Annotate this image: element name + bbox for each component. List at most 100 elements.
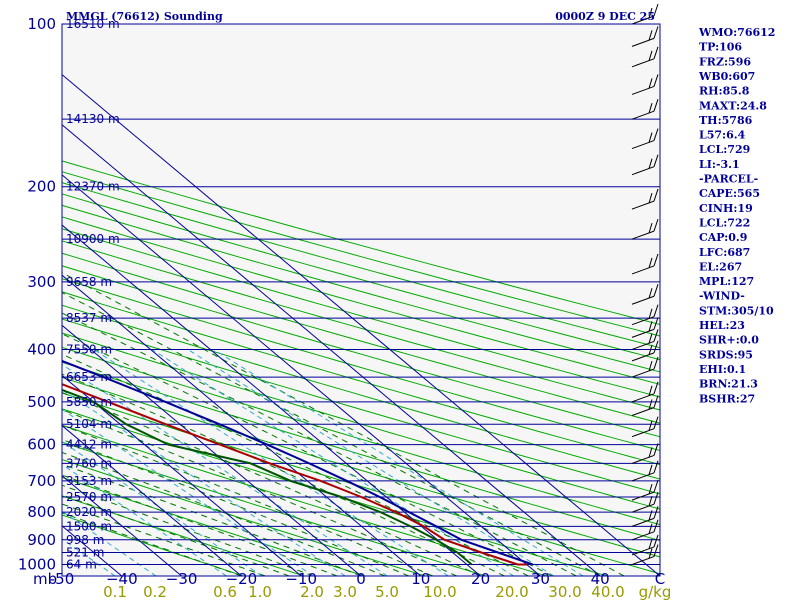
moist-adiabat-line <box>62 512 242 576</box>
plot-area <box>62 24 660 576</box>
pressure-label: 700 <box>27 472 56 490</box>
moist-adiabat-line <box>62 292 601 576</box>
pressure-label: 300 <box>27 273 56 291</box>
height-label: 5104 m <box>66 417 112 431</box>
pressure-label: 500 <box>27 393 56 411</box>
wind-barb-flag <box>648 344 653 356</box>
chart-time: 0000Z 9 DEC 25 <box>555 10 655 23</box>
wind-barb <box>631 74 659 95</box>
wind-barb <box>631 492 659 513</box>
wind-barb-staff <box>631 295 655 305</box>
wind-barb-flag <box>653 479 659 493</box>
wind-barb <box>631 460 659 482</box>
index-line: -WIND- <box>699 290 745 303</box>
wind-barb-flag <box>653 443 659 456</box>
temperature-tick-label: 30 <box>531 570 550 588</box>
wind-barb-flag <box>653 329 659 342</box>
index-line: SRDS:95 <box>699 348 753 361</box>
wind-barb-staff <box>631 393 655 403</box>
height-label: 9658 m <box>66 275 112 289</box>
temperature-tick-labels: -50 −40 −30 −20 −10 0 10 20 30 40 C <box>50 570 665 588</box>
wind-barb-staff <box>631 166 655 176</box>
dry-adiabat-line <box>62 160 660 325</box>
wind-barb-staff <box>631 407 655 416</box>
pressure-label: 400 <box>27 340 56 358</box>
temperature-tick-label: −10 <box>285 570 317 588</box>
wind-barb-flag <box>648 548 653 559</box>
height-label: 521 m <box>66 546 104 560</box>
wind-barb-staff <box>631 328 655 338</box>
mixing-ratio-line <box>213 348 584 576</box>
index-line: LCL:729 <box>699 143 750 156</box>
wind-barb-flag <box>653 395 659 408</box>
wind-barb <box>631 395 659 416</box>
mixing-ratio-line <box>93 348 449 576</box>
wind-barb-staff <box>631 110 655 120</box>
mixing-ratio-line <box>62 510 157 576</box>
y-axis-unit: mb <box>33 570 57 588</box>
isotherms <box>62 73 660 576</box>
dry-adiabat-line <box>62 204 660 373</box>
wind-barb <box>631 416 659 438</box>
wind-barb-flag <box>648 447 653 458</box>
wind-barb-flag <box>653 154 659 167</box>
dry-adiabat-line <box>62 332 660 510</box>
height-label: 3760 m <box>66 456 112 470</box>
wind-barb-flag <box>648 7 653 19</box>
wind-barb-flag <box>648 523 653 534</box>
index-line: TH:5786 <box>699 114 753 127</box>
plot-frame <box>61 23 661 577</box>
wind-barb-staff <box>631 352 655 362</box>
dry-adiabat-line <box>62 514 244 576</box>
wind-barb-flag <box>653 284 659 297</box>
moist-adiabat-line <box>62 494 290 576</box>
wind-barb-staff <box>631 58 655 68</box>
wind-barb <box>631 506 659 527</box>
height-label: 12370 m <box>66 180 120 194</box>
moist-adiabat-line <box>62 439 409 576</box>
wind-barb-staff <box>631 316 655 326</box>
temperature-tick-label: 40 <box>591 570 610 588</box>
wind-barb-staff <box>631 340 655 350</box>
index-line: -PARCEL- <box>699 173 758 186</box>
wind-barb-flag <box>648 103 653 114</box>
index-line: STM:305/10 <box>699 304 774 317</box>
wind-barb <box>631 128 659 150</box>
moist-adiabat-line <box>62 272 625 576</box>
index-line: FRZ:596 <box>699 55 751 68</box>
wind-barb-flag <box>648 333 653 344</box>
wind-barb-staff <box>631 556 655 566</box>
pressure-label: 100 <box>27 15 56 33</box>
wind-barb-flag <box>653 492 659 505</box>
dry-adiabat-line <box>62 182 660 349</box>
index-line: CAP:0.9 <box>699 231 747 244</box>
wind-barb <box>631 443 659 464</box>
temperature-tick-label: 20 <box>471 570 490 588</box>
dry-adiabat-line <box>62 318 660 495</box>
moist-adiabat-line <box>62 392 481 576</box>
dry-adiabat-line <box>62 495 305 576</box>
wind-barb-flag <box>653 128 659 141</box>
isotherm-line <box>62 224 481 576</box>
wind-barb-staff <box>631 503 655 513</box>
wind-barb-staff <box>631 428 655 438</box>
temperature-tick-label: −40 <box>106 570 138 588</box>
wind-barbs <box>631 3 659 566</box>
height-label: 1500 m <box>66 519 112 533</box>
pressure-label: 900 <box>27 531 56 549</box>
mixing-ratio-label: 0.1 <box>103 583 127 600</box>
mixing-ratio-labels: 0.1 0.2 0.6 1.0 2.0 3.0 5.0 10.0 20.0 30.0 40.0 g/k… <box>103 583 671 600</box>
height-label: 5850 m <box>66 395 112 409</box>
wind-barb-flag <box>648 538 653 550</box>
mixing-ratio-line <box>62 363 388 576</box>
index-line: TP:106 <box>699 41 742 54</box>
wind-barb-flag <box>653 253 659 267</box>
index-line: EL:267 <box>699 260 742 273</box>
wind-barb-flag <box>648 192 653 204</box>
wind-barb-flag <box>648 360 653 372</box>
pressure-label: 800 <box>27 503 56 521</box>
wind-barb-flag <box>653 356 659 370</box>
height-label: 998 m <box>66 533 104 547</box>
mixing-ratio-label: 30.0 <box>548 583 581 600</box>
